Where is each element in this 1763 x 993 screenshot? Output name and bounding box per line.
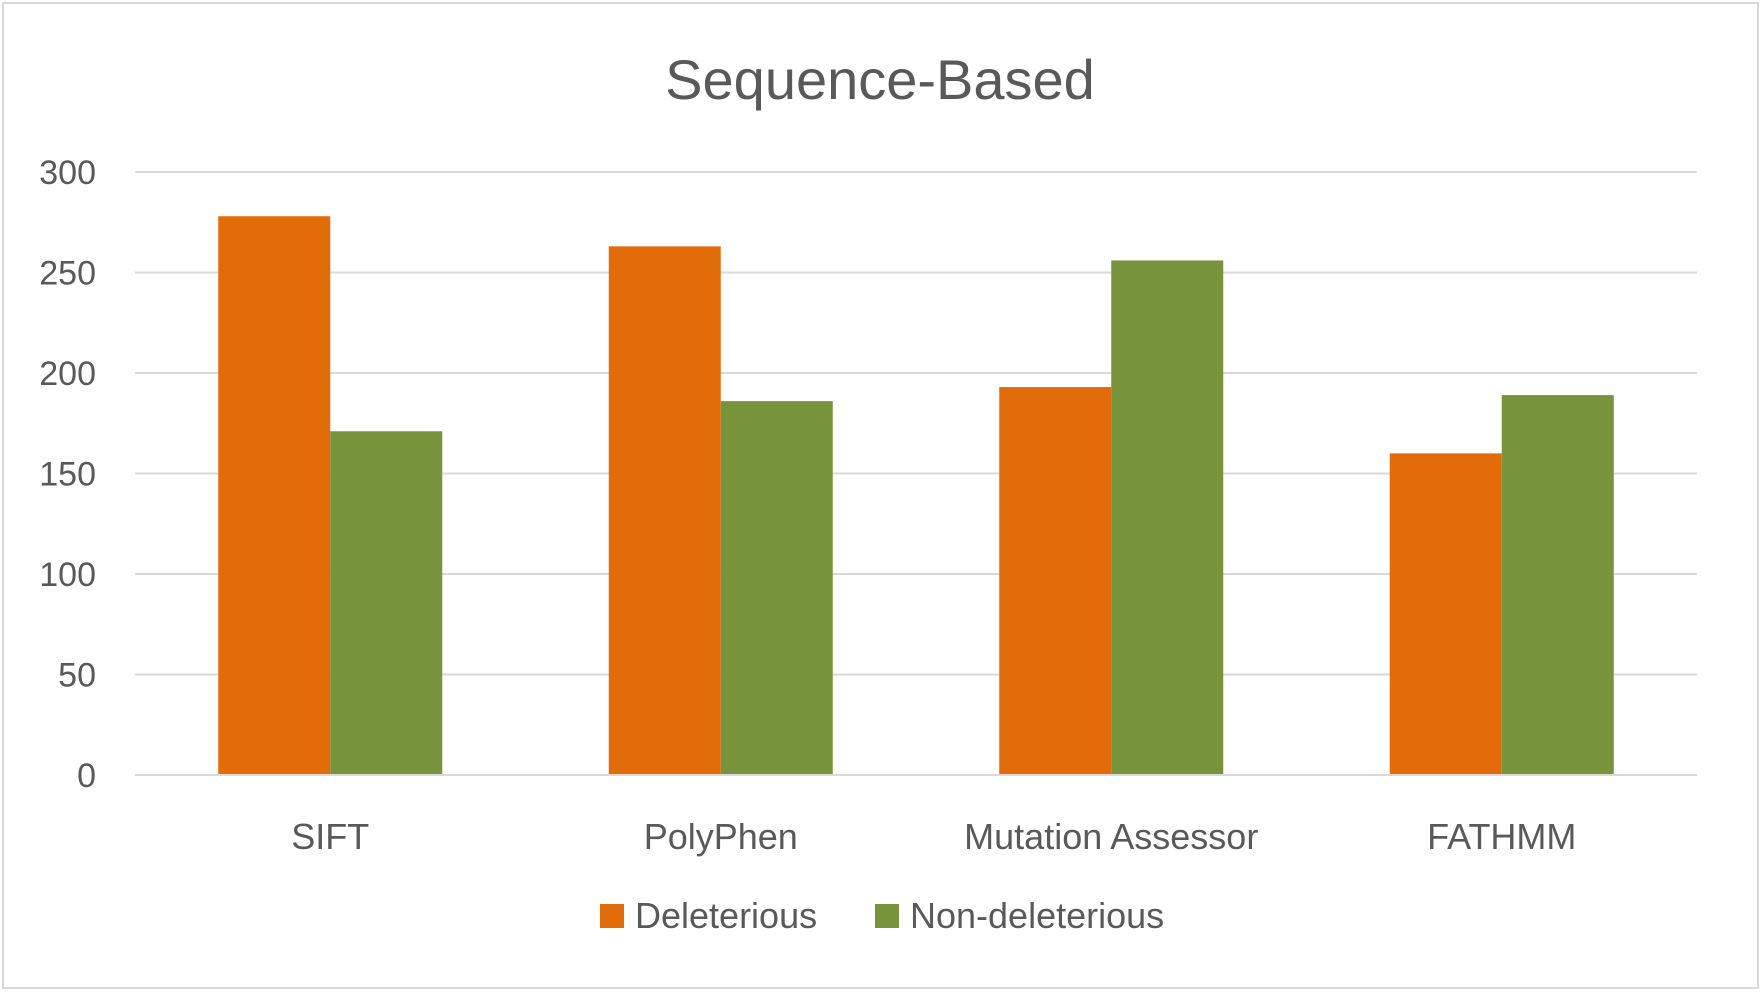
x-category-label: SIFT xyxy=(291,816,369,857)
x-axis-category-labels: SIFT PolyPhen Mutation Assessor FATHMM xyxy=(291,816,1576,857)
bar-chart: Sequence-Based 0 50 100 150 200 250 300 SIFT Po… xyxy=(39,48,1697,936)
bar-deleterious-polyphen xyxy=(608,246,721,775)
y-tick-label: 50 xyxy=(58,657,96,695)
legend: Deleterious Non-deleterious xyxy=(600,895,1164,936)
legend-swatch-non-deleterious xyxy=(875,904,899,928)
x-category-label: FATHMM xyxy=(1427,816,1576,857)
legend-swatch-deleterious xyxy=(600,904,624,928)
bar-non-deleterious-fathmm xyxy=(1501,395,1614,775)
bar-deleterious-mutation-assessor xyxy=(999,387,1112,775)
y-tick-label: 250 xyxy=(39,255,96,293)
bar-deleterious-fathmm xyxy=(1389,453,1502,775)
legend-label: Deleterious xyxy=(635,895,817,936)
y-axis-tick-labels: 0 50 100 150 200 250 300 xyxy=(39,154,96,795)
x-category-label: PolyPhen xyxy=(644,816,798,857)
bar-non-deleterious-sift xyxy=(330,431,443,775)
y-tick-label: 150 xyxy=(39,456,96,494)
y-tick-label: 300 xyxy=(39,154,96,192)
chart-title: Sequence-Based xyxy=(665,48,1095,111)
y-tick-label: 200 xyxy=(39,355,96,393)
y-tick-label: 0 xyxy=(77,757,96,795)
legend-label: Non-deleterious xyxy=(910,895,1164,936)
bars xyxy=(135,216,1697,776)
bar-non-deleterious-mutation-assessor xyxy=(1111,260,1224,775)
x-category-label: Mutation Assessor xyxy=(964,816,1258,857)
y-tick-label: 100 xyxy=(39,556,96,594)
bar-non-deleterious-polyphen xyxy=(720,401,833,775)
bar-deleterious-sift xyxy=(218,216,331,776)
